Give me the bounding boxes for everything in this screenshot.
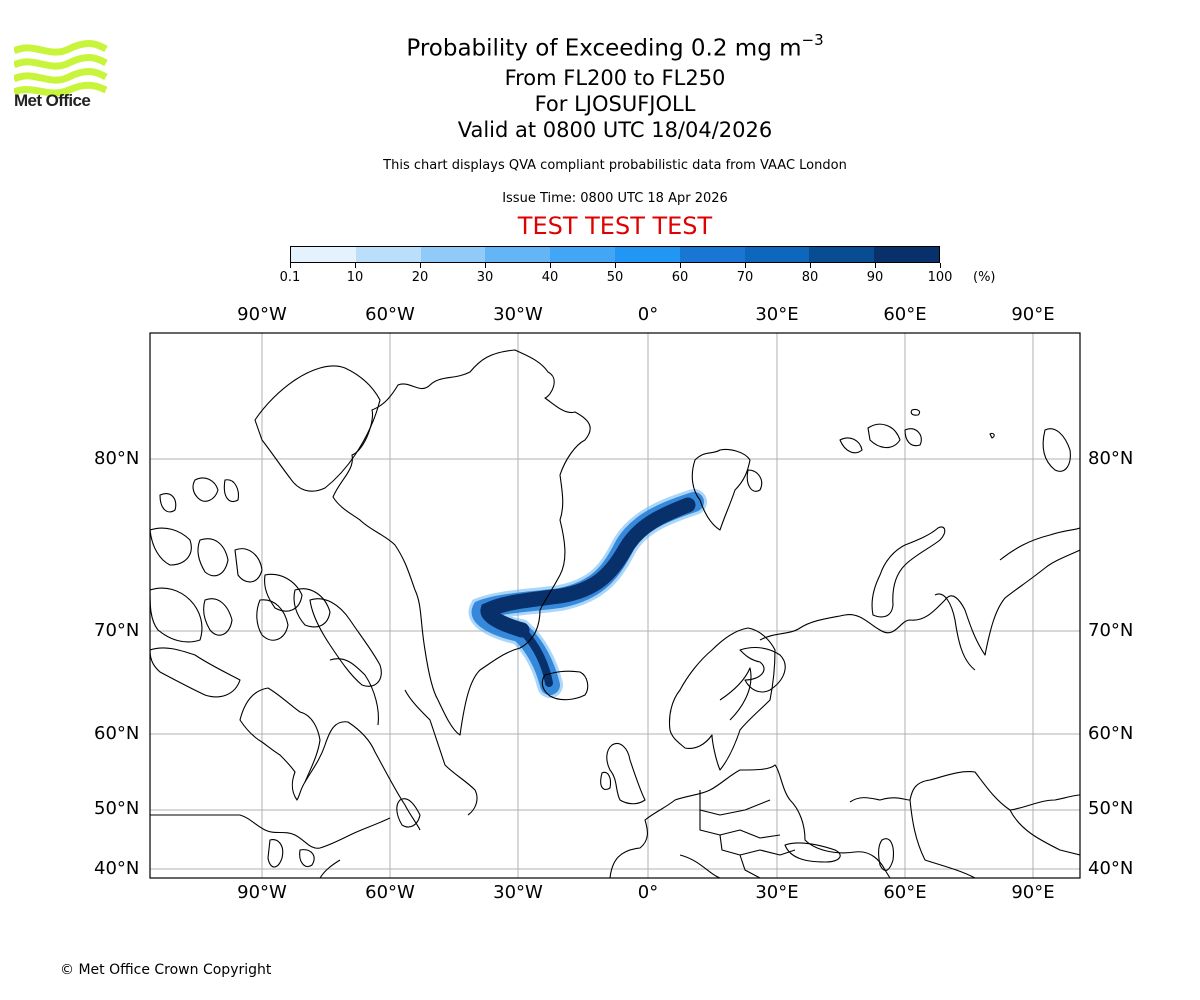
- flight-level-range: From FL200 to FL250: [504, 65, 726, 90]
- colorbar-tick: [939, 263, 941, 268]
- lon-label-bottom: 90°E: [1011, 882, 1055, 903]
- colorbar-tick-label: 90: [866, 270, 884, 285]
- colorbar-tick: [549, 263, 551, 268]
- lat-label-right: 80°N: [1088, 448, 1134, 469]
- lat-label-right: 50°N: [1088, 798, 1134, 819]
- colorbar-tick-label: 30: [476, 270, 494, 285]
- colorbar-tick-label: 10: [346, 270, 364, 285]
- lon-label-top: 90°W: [237, 304, 287, 325]
- colorbar-tick-label: 60: [671, 270, 689, 285]
- issue-time: Issue Time: 0800 UTC 18 Apr 2026: [502, 191, 728, 206]
- colorbar-tick: [614, 263, 616, 268]
- colorbar-segment: [744, 247, 810, 262]
- lat-label-right: 70°N: [1088, 620, 1134, 641]
- chart-title-block: Probability of Exceeding 0.2 mg m−3 From…: [0, 26, 1200, 143]
- colorbar-tick-label: 40: [541, 270, 559, 285]
- lon-label-bottom: 0°: [637, 882, 659, 903]
- lat-label-right: 60°N: [1088, 723, 1134, 744]
- chart-title: Probability of Exceeding 0.2 mg m−3: [406, 31, 824, 62]
- lon-label-top: 30°W: [493, 304, 543, 325]
- colorbar-unit: (%): [973, 270, 996, 285]
- lon-label-top: 60°E: [883, 304, 927, 325]
- colorbar-tick-label: 50: [606, 270, 624, 285]
- colorbar-segment: [614, 247, 680, 262]
- lon-label-top: 90°E: [1011, 304, 1055, 325]
- lon-label-top: 30°E: [755, 304, 799, 325]
- title-superscript: −3: [801, 31, 824, 49]
- lon-label-top: 60°W: [365, 304, 415, 325]
- lon-label-top: 0°: [637, 304, 659, 325]
- map-frame: [149, 332, 1081, 879]
- met-office-logo-text: Met Office: [14, 91, 91, 110]
- lon-label-bottom: 60°E: [883, 882, 927, 903]
- colorbar-tick: [744, 263, 746, 268]
- colorbar-segment: [679, 247, 745, 262]
- colorbar-tick: [354, 263, 356, 268]
- colorbar-tick: [419, 263, 421, 268]
- data-source-note: This chart displays QVA compliant probab…: [383, 158, 847, 173]
- test-banner: TEST TEST TEST: [517, 212, 713, 240]
- lat-label-left: 80°N: [94, 448, 140, 469]
- colorbar-tick: [809, 263, 811, 268]
- colorbar-segment: [485, 247, 551, 262]
- coastlines: [150, 349, 1080, 878]
- colorbar-ticks: [289, 263, 941, 269]
- colorbar-segment: [420, 247, 486, 262]
- lon-label-bottom: 30°W: [493, 882, 543, 903]
- colorbar-tick-label: 100: [927, 270, 953, 285]
- valid-time: Valid at 0800 UTC 18/04/2026: [457, 117, 773, 142]
- lat-label-left: 50°N: [94, 798, 140, 819]
- colorbar-segment: [355, 247, 421, 262]
- colorbar-segment: [291, 247, 356, 262]
- probability-colorbar: [290, 246, 940, 263]
- colorbar-segment: [809, 247, 875, 262]
- copyright-notice: © Met Office Crown Copyright: [60, 962, 272, 978]
- lat-label-left: 60°N: [94, 723, 140, 744]
- colorbar-tick: [289, 263, 291, 268]
- colorbar-tick: [679, 263, 681, 268]
- colorbar-tick: [874, 263, 876, 268]
- colorbar-tick-label: 20: [411, 270, 429, 285]
- gridlines: [150, 333, 1080, 878]
- colorbar-segment: [874, 247, 939, 262]
- lat-label-left: 40°N: [94, 858, 140, 879]
- lat-label-right: 40°N: [1088, 858, 1134, 879]
- lon-label-bottom: 90°W: [237, 882, 287, 903]
- met-office-logo-icon: [14, 40, 108, 97]
- colorbar-tick-label: 0.1: [279, 270, 301, 285]
- lon-label-bottom: 30°E: [755, 882, 799, 903]
- colorbar-segment: [550, 247, 615, 262]
- colorbar-tick: [484, 263, 486, 268]
- ash-plume: [468, 489, 707, 698]
- lat-label-left: 70°N: [94, 620, 140, 641]
- colorbar-tick-label: 80: [801, 270, 819, 285]
- colorbar-tick-label: 70: [736, 270, 754, 285]
- lon-label-bottom: 60°W: [365, 882, 415, 903]
- volcano-name: For LJOSUFJOLL: [534, 91, 696, 116]
